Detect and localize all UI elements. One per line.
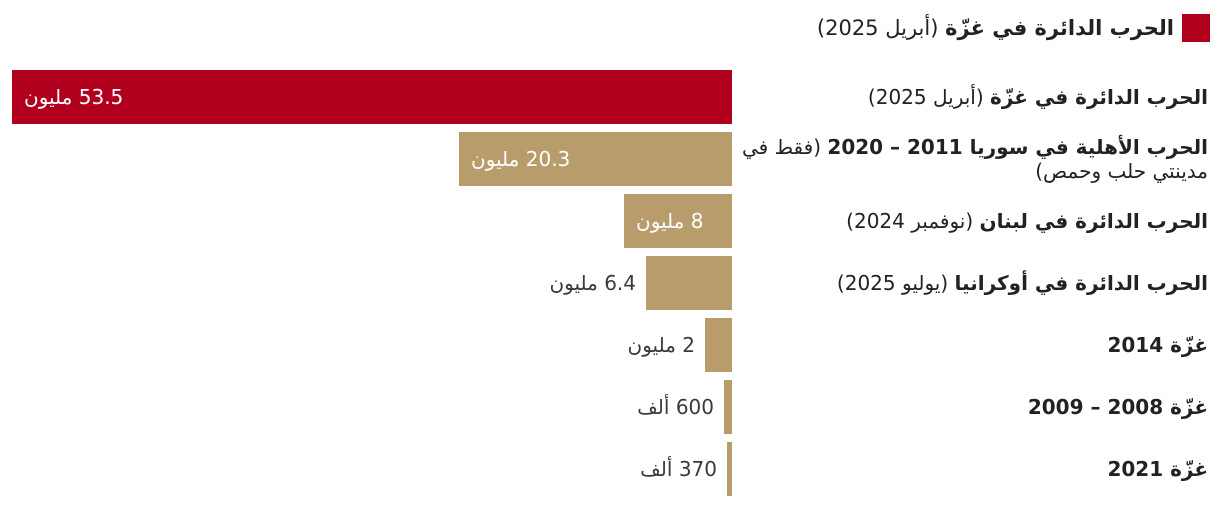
category-label-bold: الحرب الدائرة في غزّة xyxy=(990,85,1208,109)
category-label: غزّة 2008 – 2009 xyxy=(738,380,1208,434)
bar-row: الحرب الأهلية في سوريا 2011 – 2020 (فقط … xyxy=(0,132,1220,186)
category-label: الحرب الدائرة في غزّة (أبريل 2025) xyxy=(738,70,1208,124)
category-label-bold: غزّة 2014 xyxy=(1107,333,1208,357)
bar-row: غزّة 2008 – 2009 600 ألف xyxy=(0,380,1220,434)
value-label: 53.5 مليون xyxy=(24,85,124,109)
data-bar xyxy=(727,442,732,496)
value-label: 20.3 مليون xyxy=(471,147,571,171)
category-label-bold: غزّة 2008 – 2009 xyxy=(1027,395,1208,419)
bar-row: الحرب الدائرة في لبنان (نوفمبر 2024) 8 مل… xyxy=(0,194,1220,248)
data-bar xyxy=(624,194,732,248)
bar-row: الحرب الدائرة في غزّة (أبريل 2025) 53.5 م… xyxy=(0,70,1220,124)
category-label-note: (أبريل 2025) xyxy=(867,85,991,109)
category-label: الحرب الأهلية في سوريا 2011 – 2020 (فقط … xyxy=(738,132,1208,186)
data-bar xyxy=(705,318,732,372)
category-label-text: الحرب الدائرة في غزّة (أبريل 2025) xyxy=(868,85,1208,109)
bar-row: الحرب الدائرة في أوكرانيا (يوليو 2025) 6.… xyxy=(0,256,1220,310)
category-label: غزّة 2021 xyxy=(738,442,1208,496)
category-label-bold: الحرب الدائرة في أوكرانيا xyxy=(954,271,1208,295)
category-label: غزّة 2014 xyxy=(738,318,1208,372)
category-label-bold: الحرب الدائرة في لبنان xyxy=(979,209,1209,233)
category-label-text: غزّة 2008 – 2009 xyxy=(1028,395,1208,419)
category-label-text: غزّة 2014 xyxy=(1107,333,1208,357)
value-label: 8 مليون xyxy=(636,209,704,233)
bar-row: غزّة 2014 2 مليون xyxy=(0,318,1220,372)
value-label: 600 ألف xyxy=(637,395,714,419)
value-label: 6.4 مليون xyxy=(549,271,636,295)
data-bar xyxy=(459,132,732,186)
category-label: الحرب الدائرة في أوكرانيا (يوليو 2025) xyxy=(738,256,1208,310)
category-label-text: الحرب الدائرة في أوكرانيا (يوليو 2025) xyxy=(837,271,1208,295)
data-bar xyxy=(12,70,732,124)
category-label-bold: الحرب الأهلية في سوريا 2011 – 2020 xyxy=(827,135,1208,159)
category-label-bold: غزّة 2021 xyxy=(1107,457,1208,481)
legend-label: الحرب الدائرة في غزّة (أبريل 2025) xyxy=(817,16,1174,40)
category-label-note: (يوليو 2025) xyxy=(836,271,955,295)
value-label: 370 ألف xyxy=(640,457,717,481)
value-label: 2 مليون xyxy=(627,333,695,357)
category-label-note: (فقط في مدينتي حلب وحمص) xyxy=(741,135,1208,183)
legend-label-bold: الحرب الدائرة في غزّة xyxy=(945,16,1174,40)
bar-row: غزّة 2021 370 ألف xyxy=(0,442,1220,496)
data-bar xyxy=(646,256,732,310)
data-bar xyxy=(724,380,732,434)
category-label-note: (نوفمبر 2024) xyxy=(846,209,980,233)
category-label-text: الحرب الأهلية في سوريا 2011 – 2020 (فقط … xyxy=(738,135,1208,183)
legend-label-rest: (أبريل 2025) xyxy=(816,16,946,40)
chart-legend: الحرب الدائرة في غزّة (أبريل 2025) xyxy=(817,12,1210,44)
legend-swatch xyxy=(1182,14,1210,42)
category-label-text: غزّة 2021 xyxy=(1107,457,1208,481)
category-label: الحرب الدائرة في لبنان (نوفمبر 2024) xyxy=(738,194,1208,248)
category-label-text: الحرب الدائرة في لبنان (نوفمبر 2024) xyxy=(846,209,1208,233)
